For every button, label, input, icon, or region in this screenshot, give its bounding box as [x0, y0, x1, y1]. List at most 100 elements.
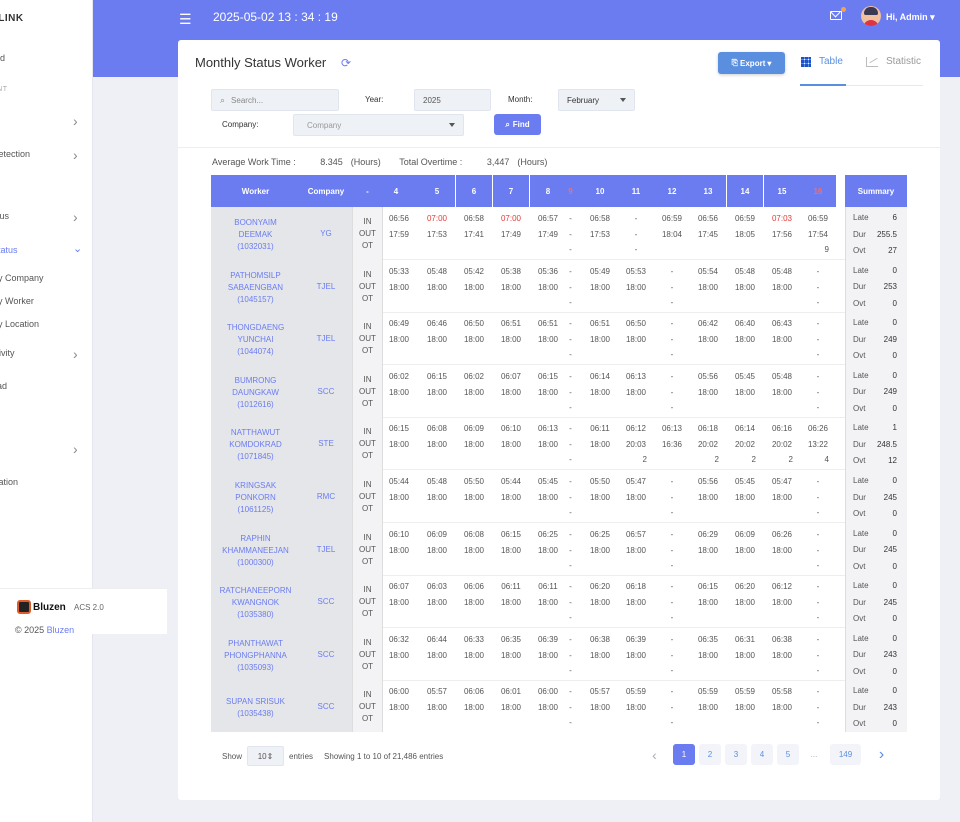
sidebar-item[interactable]: Status — [0, 245, 18, 255]
worker-name-link[interactable]: PHANTHAWAT PHONGPHANNA (1035093) — [211, 627, 300, 681]
summary-value: 1 — [892, 423, 897, 433]
col-header-day[interactable]: 13 — [690, 175, 726, 207]
sidebar-item[interactable]: By Company — [0, 273, 44, 283]
col-header-day[interactable]: 9 — [559, 175, 582, 207]
worker-name-link[interactable]: PATHOMSILP SABAENGBAN (1045157) — [211, 259, 300, 313]
col-header-day[interactable]: 15 — [764, 175, 800, 207]
tab-table[interactable]: Table — [801, 56, 843, 67]
company-cell[interactable]: TJEL — [300, 312, 352, 366]
col-header-day[interactable]: 10 — [582, 175, 618, 207]
sidebar-item[interactable]: ization — [0, 477, 19, 487]
next-page-button[interactable]: › — [878, 745, 885, 763]
col-header-summary[interactable]: Summary — [845, 175, 907, 207]
page-button[interactable]: 1 — [673, 744, 695, 765]
page-button[interactable]: 5 — [777, 744, 799, 765]
sidebar-item[interactable]: By Location — [0, 319, 40, 329]
table-row: THONGDAENG YUNCHAI (1044074) TJEL IN OUT OT 06:… — [211, 312, 907, 366]
time-value: - — [816, 335, 820, 345]
time-value: 18:00 — [625, 703, 647, 713]
time-value: - — [569, 613, 572, 623]
worker-name-link[interactable]: BOONYAIM DEEMAK (1032031) — [211, 207, 300, 260]
copyright-link[interactable]: Bluzen — [46, 625, 75, 635]
time-value — [419, 507, 455, 519]
time-value — [456, 454, 492, 466]
col-header-day[interactable]: 12 — [654, 175, 690, 207]
avatar[interactable] — [861, 6, 881, 26]
table-row: BUMRONG DAUNGKAW (1012616) SCC IN OUT OT 06:02 1… — [211, 364, 907, 418]
chevron-down-icon — [449, 123, 455, 127]
worker-name-link[interactable]: RAPHIN KHAMMANEEJAN (1000300) — [211, 522, 300, 576]
worker-name-link[interactable]: RATCHANEEPORN KWANGNOK (1035380) — [211, 575, 300, 629]
page-button[interactable]: 2 — [699, 744, 721, 765]
day-cell: 06:44 18:00 — [419, 628, 455, 681]
worker-name-link[interactable]: THONGDAENG YUNCHAI (1044074) — [211, 312, 300, 366]
summary-label: Dur — [853, 650, 866, 660]
day-cell: 05:48 18:00 — [764, 365, 800, 418]
company-cell[interactable]: SCC — [300, 627, 352, 681]
prev-page-button[interactable]: ‹ — [652, 746, 657, 763]
sidebar-item[interactable]: By Worker — [0, 296, 34, 306]
status-table: Worker Company -4 5 6 7 8 9 10 11 12 13 14 15 16 Summar… — [211, 175, 907, 732]
worker-name-link[interactable]: SUPAN SRISUK (1035438) — [211, 680, 300, 732]
page-button[interactable]: 149 — [830, 744, 861, 765]
year-field[interactable]: 2025 — [414, 89, 491, 111]
time-value: - — [670, 687, 674, 697]
tab-statistic[interactable]: Statistic — [866, 56, 921, 67]
company-cell[interactable]: SCC — [300, 364, 352, 418]
col-header-day[interactable]: 6 — [456, 175, 492, 207]
page-button[interactable]: 4 — [751, 744, 773, 765]
worker-name-link[interactable]: KRINGSAK PONKORN (1061125) — [211, 470, 300, 523]
menu-toggle-icon[interactable]: ☰ — [179, 11, 192, 27]
search-input[interactable]: ⌕ Search... — [211, 89, 339, 111]
show-label: Show — [222, 751, 243, 761]
worker-name-link[interactable]: BUMRONG DAUNGKAW (1012616) — [211, 364, 300, 418]
worker-name-link[interactable]: NATTHAWUT KOMDOKRAD (1071845) — [211, 417, 300, 471]
time-value — [618, 297, 654, 309]
page-size-select[interactable]: 10 ⇕ — [247, 746, 285, 766]
type-labels: IN OUT OT — [352, 575, 383, 629]
col-header-day[interactable]: 11 — [618, 175, 654, 207]
export-button[interactable]: ⎘ Export ▾ — [718, 52, 785, 74]
mail-icon[interactable] — [830, 11, 842, 20]
refresh-icon[interactable]: ⟳ — [341, 56, 352, 70]
time-value: 18:00 — [388, 650, 409, 660]
col-header-worker[interactable]: Worker — [211, 175, 300, 207]
company-cell[interactable]: STE — [300, 417, 352, 471]
time-value: - — [634, 214, 638, 223]
sidebar-item[interactable]: atus — [0, 211, 10, 221]
time-value: 06:11 — [501, 582, 521, 592]
col-header-day[interactable]: 4 — [373, 175, 419, 207]
sidebar-item[interactable]: Detection — [0, 149, 31, 159]
sidebar-item[interactable]: oad — [0, 381, 8, 391]
summary-value: 0 — [892, 686, 897, 696]
time-value: 05:54 — [697, 266, 719, 276]
find-button[interactable]: ⌕ Find — [494, 114, 541, 135]
col-header-day[interactable]: 5 — [419, 175, 455, 207]
worker-name-line: PONKORN — [235, 493, 276, 502]
time-value: - — [670, 402, 674, 412]
page-button[interactable]: 3 — [725, 744, 747, 765]
company-cell[interactable]: SCC — [300, 575, 352, 629]
time-value: 06:06 — [463, 687, 485, 697]
col-header-company[interactable]: Company — [300, 175, 352, 207]
company-select[interactable]: Company — [293, 114, 464, 136]
time-value: 06:12 — [771, 582, 793, 592]
time-value — [582, 612, 618, 624]
company-cell[interactable]: TJEL — [300, 259, 352, 313]
day-cell: 06:35 18:00 — [493, 628, 529, 681]
col-header-day[interactable]: 7 — [493, 175, 529, 207]
user-menu[interactable]: Hi, Admin ▾ — [886, 12, 935, 22]
company-cell[interactable]: SCC — [300, 680, 352, 732]
summary-value: 0 — [892, 528, 897, 538]
company-cell[interactable]: TJEL — [300, 522, 352, 576]
company-cell[interactable]: YG — [300, 207, 352, 260]
sidebar-item[interactable]: ard — [0, 53, 6, 63]
sidebar-item[interactable]: ctivity — [0, 348, 15, 358]
summary-cell: Late 6 Dur 255.5 Ovt 27 — [845, 207, 907, 260]
col-header-day[interactable]: 16 — [800, 175, 836, 207]
company-cell[interactable]: RMC — [300, 470, 352, 523]
col-header-day[interactable]: 14 — [727, 175, 763, 207]
summary-value: 0 — [892, 403, 897, 413]
month-select[interactable]: February — [558, 89, 635, 111]
time-value: 18:00 — [463, 335, 485, 345]
